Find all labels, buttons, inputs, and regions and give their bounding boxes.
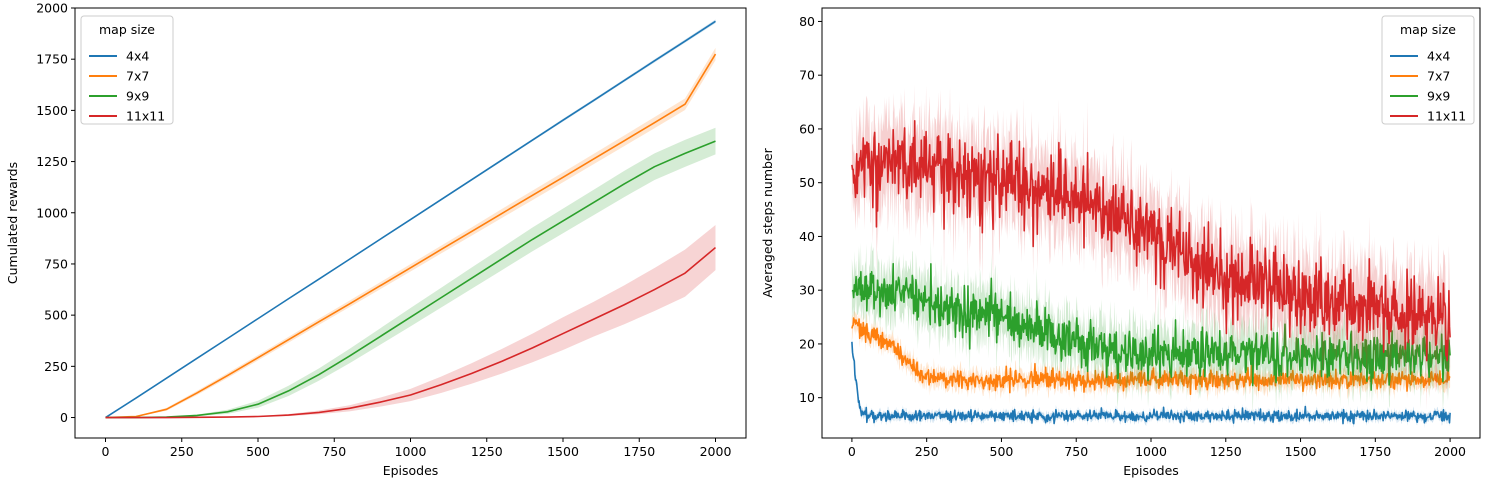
series-7x7-line: [851, 317, 1451, 396]
legend: map size 4x4 7x7 9x9 11x11: [80, 15, 174, 125]
series-7x7-line: [105, 53, 717, 419]
series-11x11-line: [851, 119, 1451, 362]
y-tick-label: 60: [799, 121, 815, 136]
series-9x9-band: [105, 127, 716, 418]
legend-entry-9x9: 9x9: [126, 89, 149, 104]
x-tick-label: 1000: [395, 444, 427, 459]
series-11x11-line: [105, 246, 717, 419]
x-tick-label: 500: [990, 444, 1014, 459]
x-tick-label: 750: [322, 444, 346, 459]
plot-area: [105, 19, 717, 419]
x-tick-label: 2000: [1434, 444, 1466, 459]
x-tick-label: 1750: [623, 444, 655, 459]
y-tick-label: 40: [799, 229, 815, 244]
legend: map size 4x4 7x7 9x9 11x11: [1381, 15, 1475, 125]
x-tick-label: 1250: [1210, 444, 1242, 459]
x-tick-label: 1750: [1359, 444, 1391, 459]
y-tick-label: 1250: [36, 154, 68, 169]
y-tick-label: 30: [799, 283, 815, 298]
series-9x9-line: [851, 262, 1451, 391]
legend-entry-7x7: 7x7: [1427, 69, 1450, 84]
plot-area: [851, 84, 1451, 429]
series-4x4-line: [851, 341, 1451, 425]
legend-entry-11x11: 11x11: [1427, 109, 1466, 124]
x-tick-label: 750: [1064, 444, 1088, 459]
x-tick-label: 1250: [471, 444, 503, 459]
x-tick-label: 250: [170, 444, 194, 459]
y-tick-label: 2000: [36, 1, 68, 16]
x-tick-label: 250: [915, 444, 939, 459]
y-tick-label: 50: [799, 175, 815, 190]
x-tick-label: 2000: [700, 444, 732, 459]
y-tick-label: 20: [799, 336, 815, 351]
x-tick-label: 1500: [1285, 444, 1317, 459]
legend-entry-4x4: 4x4: [126, 49, 149, 64]
legend-entry-7x7: 7x7: [126, 69, 149, 84]
y-tick-label: 1500: [36, 103, 68, 118]
x-tick-label: 0: [102, 444, 110, 459]
y-tick-label: 1750: [36, 52, 68, 67]
x-tick-label: 1500: [547, 444, 579, 459]
legend-title: map size: [1400, 22, 1456, 37]
series-9x9-band: [851, 234, 1451, 418]
x-tick-label: 1000: [1135, 444, 1167, 459]
y-tick-label: 70: [799, 68, 815, 83]
y-tick-label: 750: [44, 256, 68, 271]
legend-entry-4x4: 4x4: [1427, 49, 1450, 64]
series-4x4-line: [105, 20, 716, 419]
legend-title: map size: [99, 22, 155, 37]
y-tick-label: 1000: [36, 205, 68, 220]
x-axis-label: Episodes: [1123, 463, 1179, 478]
legend-entry-11x11: 11x11: [126, 109, 165, 124]
x-tick-label: 0: [848, 444, 856, 459]
series-9x9-line: [105, 140, 716, 419]
x-tick-label: 500: [246, 444, 270, 459]
series-11x11-band: [105, 225, 716, 418]
x-axis-label: Episodes: [383, 463, 439, 478]
y-tick-label: 250: [44, 359, 68, 374]
y-tick-label: 80: [799, 14, 815, 29]
y-tick-label: 0: [60, 410, 68, 425]
axes-frame: [74, 7, 747, 439]
y-axis-label: Averaged steps number: [760, 147, 775, 297]
right-chart-averaged-steps: 0 250 500 750 1000 1250 1500 1750 2000 10 20 30 40 50…: [760, 7, 1481, 478]
y-tick-label: 10: [799, 390, 815, 405]
left-chart-cumulated-rewards: 0 250 500 750 1000 1250 1500 1750 2000 0 250 500 750…: [5, 1, 747, 478]
series-4x4-band: [105, 19, 716, 418]
y-axis-label: Cumulated rewards: [5, 162, 20, 284]
y-tick-label: 500: [44, 308, 68, 323]
series-7x7-band: [105, 47, 716, 418]
legend-entry-9x9: 9x9: [1427, 89, 1450, 104]
